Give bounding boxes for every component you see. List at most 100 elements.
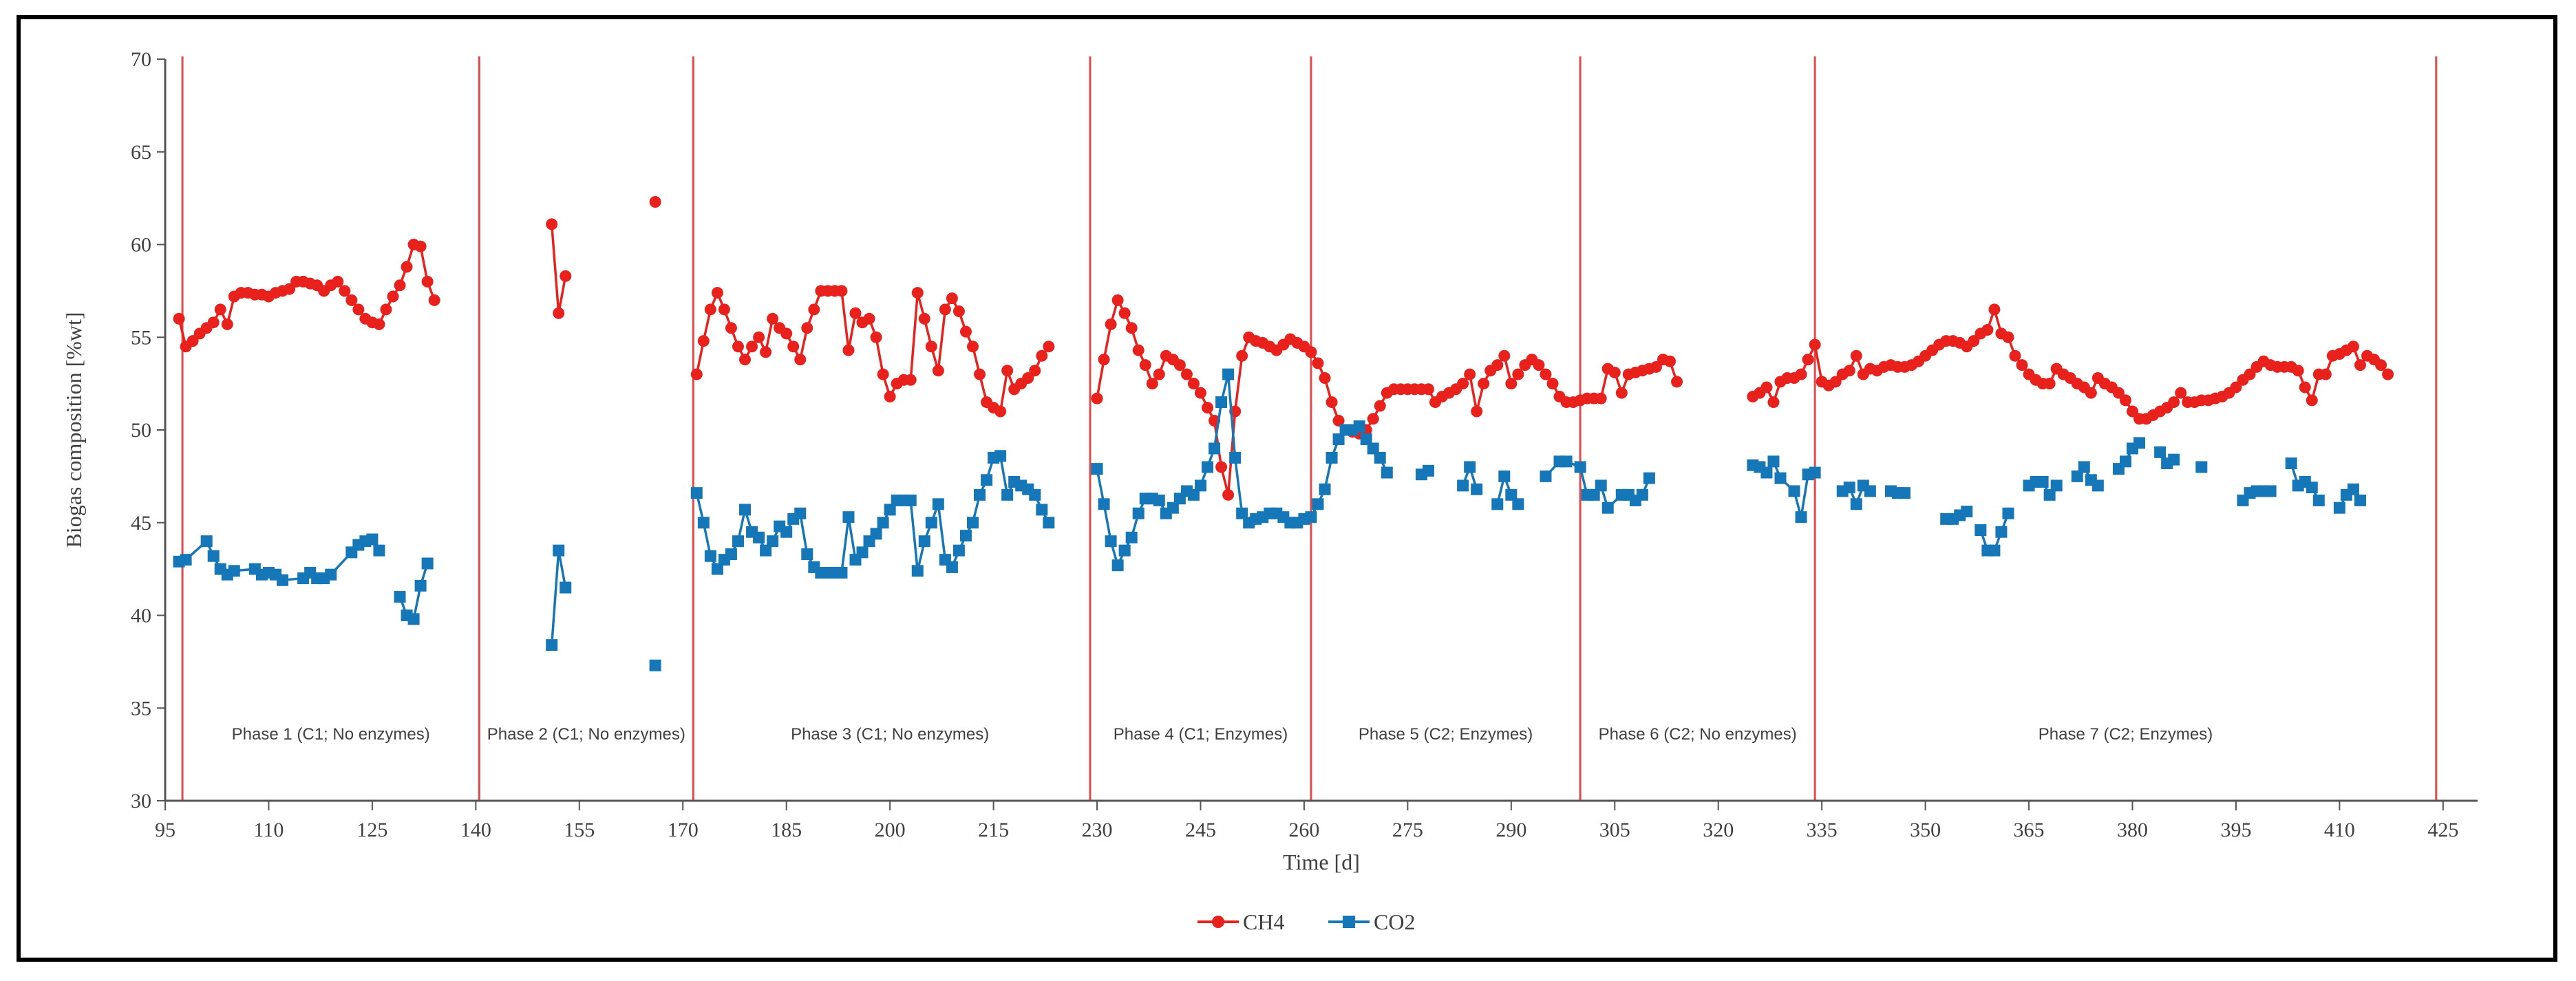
co2-point: [1001, 488, 1014, 501]
co2-point: [1498, 470, 1511, 482]
ch4-point: [1795, 368, 1807, 380]
ch4-point: [2244, 368, 2256, 380]
ch4-point: [1215, 461, 1228, 473]
ch4-point: [842, 344, 855, 356]
x-tick-label: 245: [1185, 819, 1216, 841]
ch4-point: [1043, 341, 1055, 353]
co2-point: [1574, 461, 1586, 473]
ch4-point: [1608, 366, 1621, 378]
ch4-point: [918, 312, 930, 325]
ch4-point: [1091, 392, 1103, 405]
co2-point: [1319, 483, 1331, 495]
ch4-point: [808, 303, 820, 316]
y-tick-label: 35: [131, 697, 151, 720]
ch4-point: [560, 270, 572, 282]
ch4-point: [2016, 359, 2028, 371]
ch4-point: [207, 316, 220, 329]
co2-point: [1809, 466, 1821, 479]
co2-point: [842, 511, 855, 524]
co2-point: [1464, 461, 1476, 473]
x-tick-label: 155: [564, 819, 595, 841]
co2-point: [2133, 437, 2146, 449]
phase-boundaries: [181, 56, 2438, 801]
ch4-point: [1326, 396, 1338, 409]
co2-point: [1105, 535, 1117, 548]
co2-point: [1202, 461, 1214, 473]
ch4-point: [345, 294, 358, 306]
co2-point: [925, 517, 937, 529]
co2-point: [732, 535, 744, 548]
ch4-point: [925, 341, 937, 353]
ch4-point: [1312, 357, 1324, 369]
co2-point: [2168, 453, 2180, 466]
ch4-point: [801, 322, 813, 334]
co2-point: [959, 530, 972, 542]
co2-point: [1788, 485, 1800, 497]
ch4-point: [1988, 303, 2001, 316]
phase-label: Phase 4 (C1; Enzymes): [1114, 725, 1288, 744]
ch4-point: [884, 390, 896, 402]
ch4-point: [1981, 323, 1994, 336]
x-tick-label: 365: [2014, 819, 2045, 841]
legend-label: CO2: [1374, 909, 1415, 934]
ch4-point: [994, 405, 1007, 418]
x-tick-label: 305: [1599, 819, 1630, 841]
x-ticks: 95 110 125 140 155 170 185 200 215 230 245 260 275 29…: [155, 801, 2458, 841]
co2-point: [1795, 511, 1807, 524]
co2-point: [794, 507, 807, 519]
x-tick-label: 275: [1392, 819, 1423, 841]
co2-point: [2312, 494, 2325, 506]
axes: [164, 59, 2478, 802]
ch4-point: [414, 240, 427, 252]
co2-point: [2195, 461, 2208, 473]
co2-point: [1774, 472, 1787, 484]
co2-point: [1381, 466, 1393, 479]
ch4-point: [911, 287, 924, 299]
ch4-point: [1540, 368, 1552, 380]
co2-point: [884, 504, 896, 516]
phase-label: Phase 5 (C2; Enzymes): [1359, 725, 1533, 744]
ch4-point: [2375, 359, 2387, 371]
co2-point: [277, 574, 289, 586]
x-axis-title: Time [d]: [1283, 850, 1360, 874]
ch4-point: [214, 303, 226, 316]
co2-point: [1043, 517, 1055, 529]
co2-point: [904, 494, 917, 506]
ch4-point: [401, 261, 413, 273]
ch4-point: [753, 331, 765, 343]
y-tick-label: 65: [131, 141, 151, 164]
co2-point: [835, 567, 848, 579]
ch4-point: [739, 354, 752, 366]
legend-label: CH4: [1243, 909, 1284, 934]
ch4-point: [1105, 318, 1117, 330]
co2-point: [1118, 544, 1131, 557]
ch4-point: [649, 196, 661, 208]
ch4-point: [1374, 400, 1386, 412]
ch4-point: [553, 307, 565, 319]
ch4-point: [2175, 387, 2187, 399]
ch4-point: [2168, 396, 2180, 409]
ch4-point: [380, 303, 392, 316]
co2-point: [2043, 488, 2056, 501]
legend-marker: [1212, 916, 1224, 928]
x-tick-label: 290: [1495, 819, 1526, 841]
ch4-point: [1118, 307, 1131, 319]
ch4-point: [1022, 372, 1034, 385]
co2-point: [207, 550, 220, 562]
co2-point: [725, 548, 737, 561]
x-tick-label: 410: [2324, 819, 2355, 841]
co2-point: [2347, 483, 2359, 495]
ch4-point: [946, 292, 958, 305]
phase-labels: Phase 1 (C1; No enzymes) Phase 2 (C1; No …: [232, 725, 2213, 744]
ch4-point: [1843, 365, 1855, 377]
co2-point: [1850, 498, 1862, 510]
co2-point: [946, 561, 958, 573]
co2-point: [1988, 544, 2001, 557]
ch4-point: [1809, 338, 1821, 351]
ch4-point: [1457, 378, 1469, 390]
co2-point: [1367, 442, 1379, 455]
co2-point: [1512, 498, 1524, 510]
ch4-point: [1664, 355, 1676, 367]
co2-point: [870, 528, 882, 540]
co2-point: [1560, 455, 1573, 468]
